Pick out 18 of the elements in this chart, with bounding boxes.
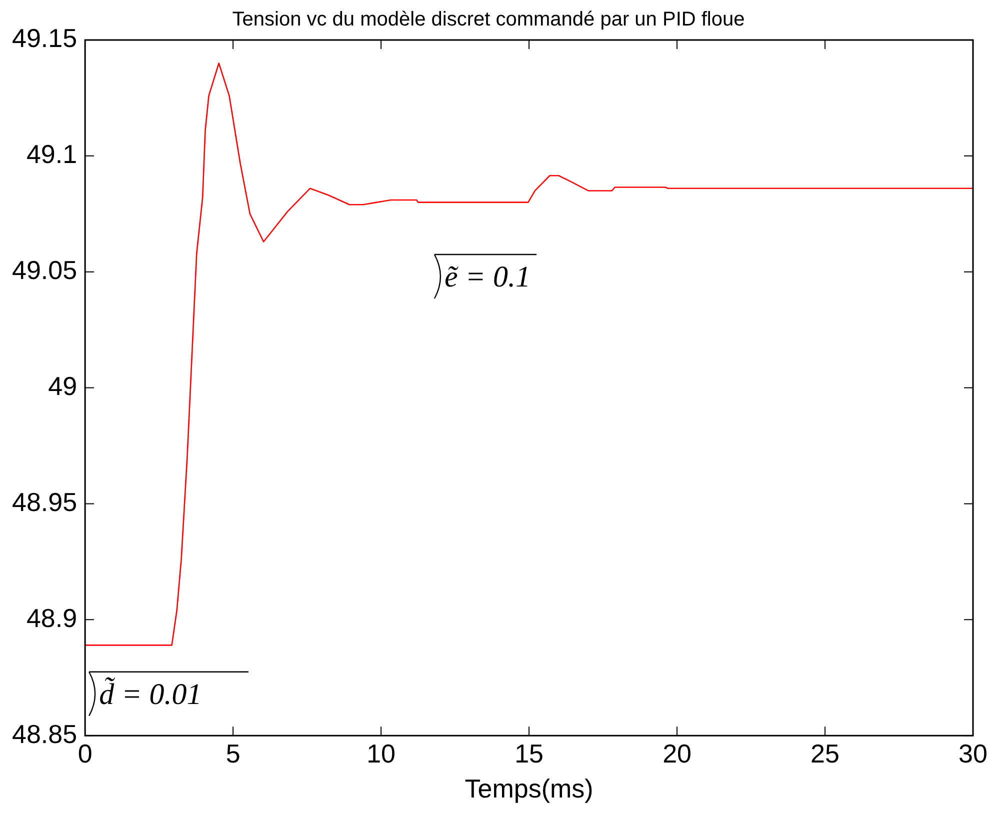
- x-tick-label: 30: [958, 738, 988, 768]
- x-tick-label: 0: [78, 738, 92, 768]
- x-tick-label: 20: [662, 738, 692, 768]
- annotation: ẽ = 0.1: [444, 260, 531, 294]
- annotation: d̃ = 0.01: [99, 676, 202, 711]
- chart-title: Tension vc du modèle discret commandé par un PID floue: [232, 8, 745, 31]
- y-tick-label: 49: [48, 370, 78, 401]
- x-tick-label: 25: [810, 738, 840, 768]
- y-tick-label: 49.05: [12, 255, 78, 286]
- y-tick-label: 48.85: [12, 718, 78, 749]
- x-axis-title: Temps(ms): [464, 774, 594, 804]
- y-tick-label: 49.1: [26, 139, 78, 170]
- x-tick-label: 15: [514, 738, 544, 768]
- x-tick-label: 5: [226, 738, 240, 768]
- x-tick-label: 10: [366, 738, 396, 768]
- y-tick-label: 48.95: [12, 486, 78, 517]
- y-tick-label: 49.15: [12, 23, 78, 54]
- y-tick-label: 48.9: [26, 602, 78, 633]
